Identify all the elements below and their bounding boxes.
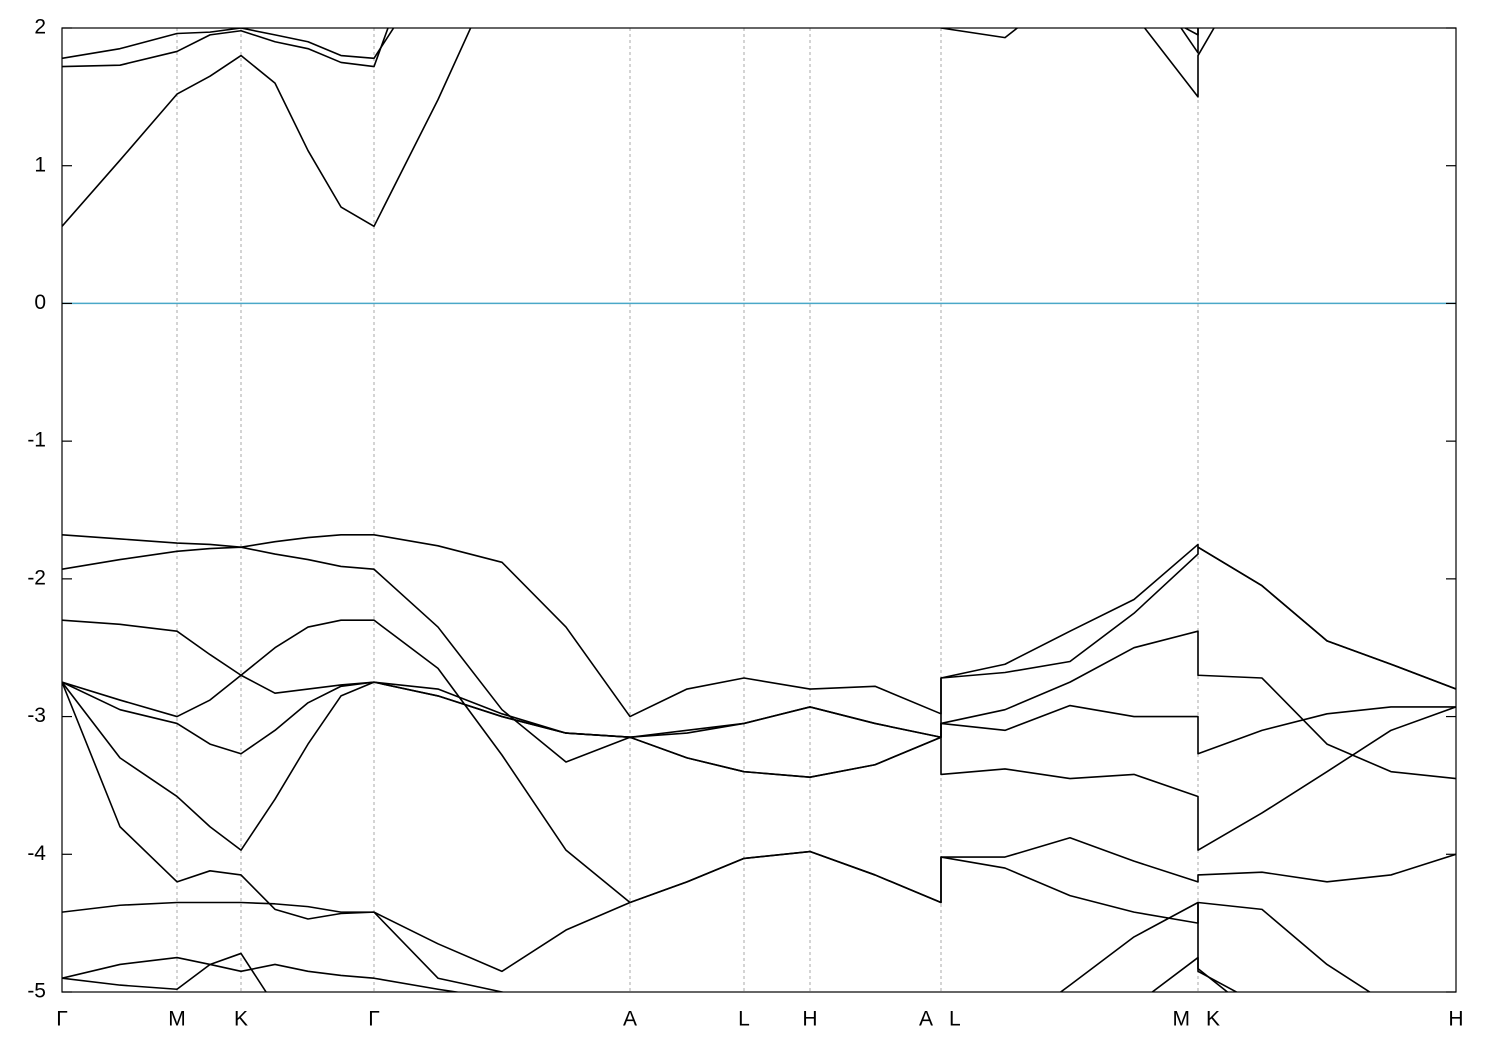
x-tick-label: A <box>919 1008 933 1031</box>
x-tick-label: M <box>1173 1008 1191 1031</box>
y-tick-label: -3 <box>27 704 46 727</box>
band-line <box>62 28 1200 68</box>
band-line <box>62 546 1456 780</box>
band-line <box>62 956 1229 992</box>
x-tick-label: A <box>623 1008 637 1031</box>
x-tick-label: K <box>1206 1008 1220 1031</box>
band-line <box>62 681 1456 755</box>
x-tick-label: L <box>949 1008 961 1031</box>
plot-frame <box>61 27 1457 993</box>
band-line <box>62 952 268 992</box>
x-tick-label: M <box>168 1008 186 1031</box>
y-tick-label: -2 <box>27 566 46 589</box>
y-tick-label: -5 <box>27 980 46 1003</box>
x-tick-label: H <box>802 1008 817 1031</box>
band-line <box>62 533 1456 718</box>
y-tick-label: 2 <box>34 16 46 39</box>
x-tick-label: K <box>234 1008 248 1031</box>
x-tick-label: Γ <box>368 1008 380 1031</box>
band-line <box>62 28 1215 228</box>
y-tick-label: -4 <box>27 842 46 865</box>
band-line <box>62 901 1239 992</box>
bands <box>62 28 1456 992</box>
band-line <box>62 28 1199 60</box>
x-tick-label: L <box>738 1008 750 1031</box>
y-tick-label: -1 <box>27 429 46 452</box>
x-tick-label: Γ <box>56 1008 68 1031</box>
y-tick-label: 0 <box>34 291 46 314</box>
band-line <box>62 546 1456 851</box>
x-tick-label: H <box>1448 1008 1463 1031</box>
y-tick-label: 1 <box>34 153 46 176</box>
